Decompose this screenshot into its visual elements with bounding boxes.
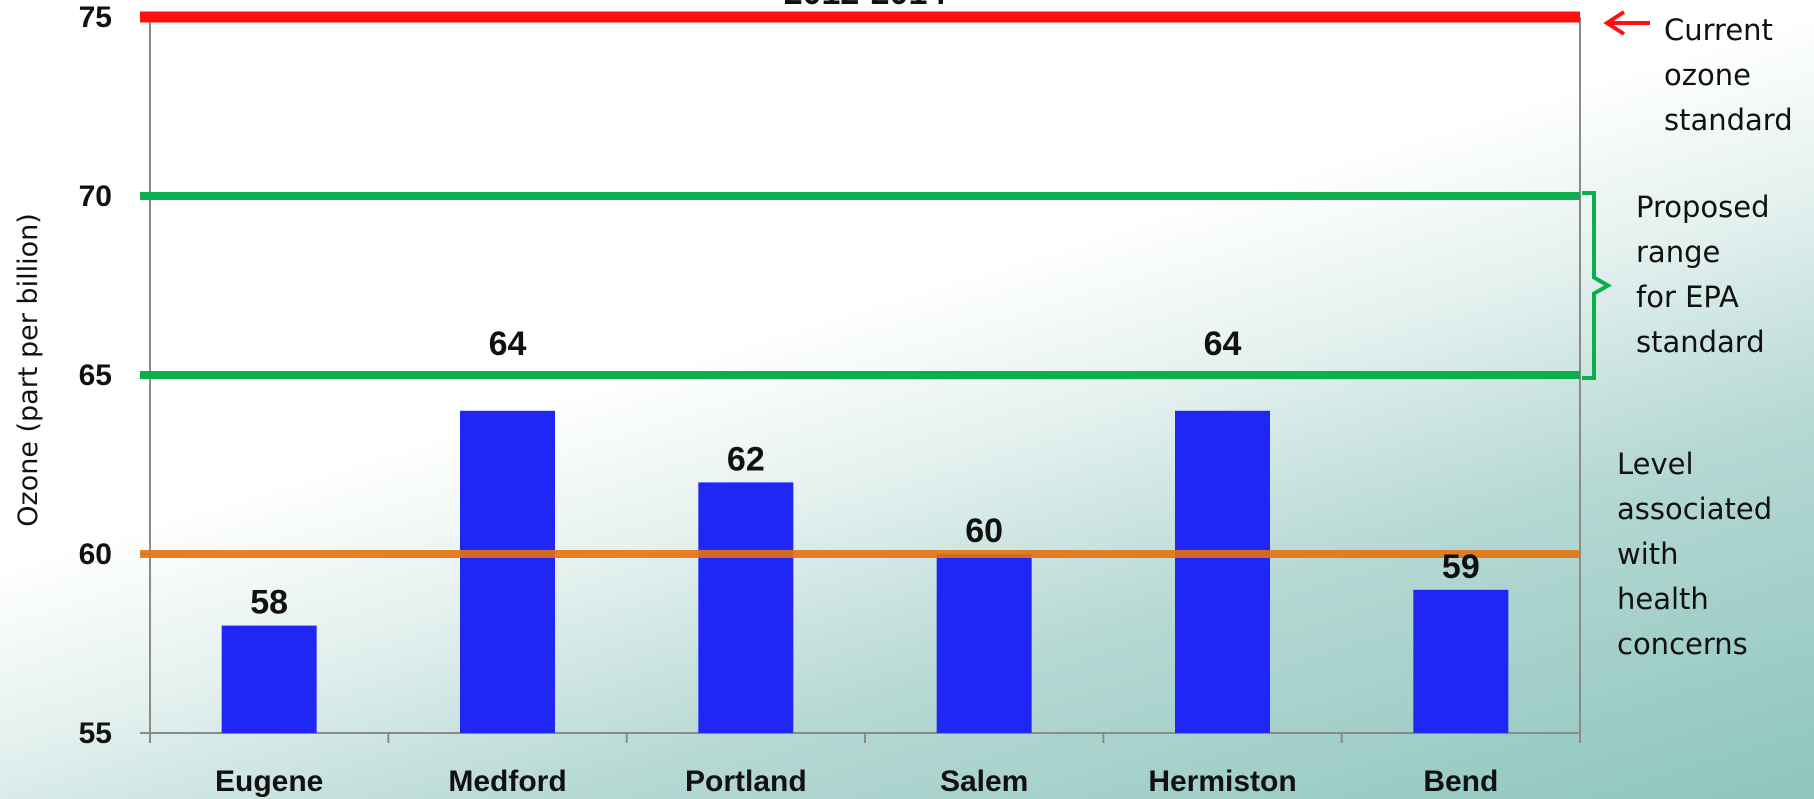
y-tick-label: 70 xyxy=(79,180,112,213)
health-level-annotation: Level associated with health concerns xyxy=(1617,447,1773,661)
bar-bend xyxy=(1413,589,1509,733)
current-standard-annotation: Current ozone standard xyxy=(1664,13,1793,137)
data-label-hermiston: 64 xyxy=(1204,325,1242,363)
data-label-bend: 59 xyxy=(1442,548,1480,586)
y-tick-label: 75 xyxy=(79,1,112,34)
y-tick-label: 65 xyxy=(79,359,112,392)
bar-medford xyxy=(460,410,555,733)
data-label-portland: 62 xyxy=(727,440,765,478)
x-category-label: Portland xyxy=(685,765,807,798)
data-label-salem: 60 xyxy=(965,512,1003,550)
x-category-label: Bend xyxy=(1423,765,1498,798)
bar-eugene xyxy=(221,625,317,733)
y-tick-label: 60 xyxy=(79,538,112,571)
chart-title: 2012-2014 xyxy=(784,0,947,12)
x-category-label: Hermiston xyxy=(1148,765,1296,798)
bar-portland xyxy=(698,482,794,733)
x-category-label: Salem xyxy=(940,765,1028,798)
bar-hermiston xyxy=(1175,410,1270,733)
y-tick-label: 55 xyxy=(79,717,112,750)
proposed-range-annotation: Proposed range for EPA standard xyxy=(1636,190,1770,359)
arrow-head-icon xyxy=(1603,10,1626,36)
proposed-range-bracket xyxy=(1582,191,1613,380)
x-category-label: Eugene xyxy=(215,765,323,798)
x-category-label: Medford xyxy=(448,765,566,798)
data-label-eugene: 58 xyxy=(250,584,288,622)
bar-salem xyxy=(936,554,1032,733)
y-axis-title: Ozone (part per billion) xyxy=(13,213,44,526)
data-label-medford: 64 xyxy=(489,325,527,363)
